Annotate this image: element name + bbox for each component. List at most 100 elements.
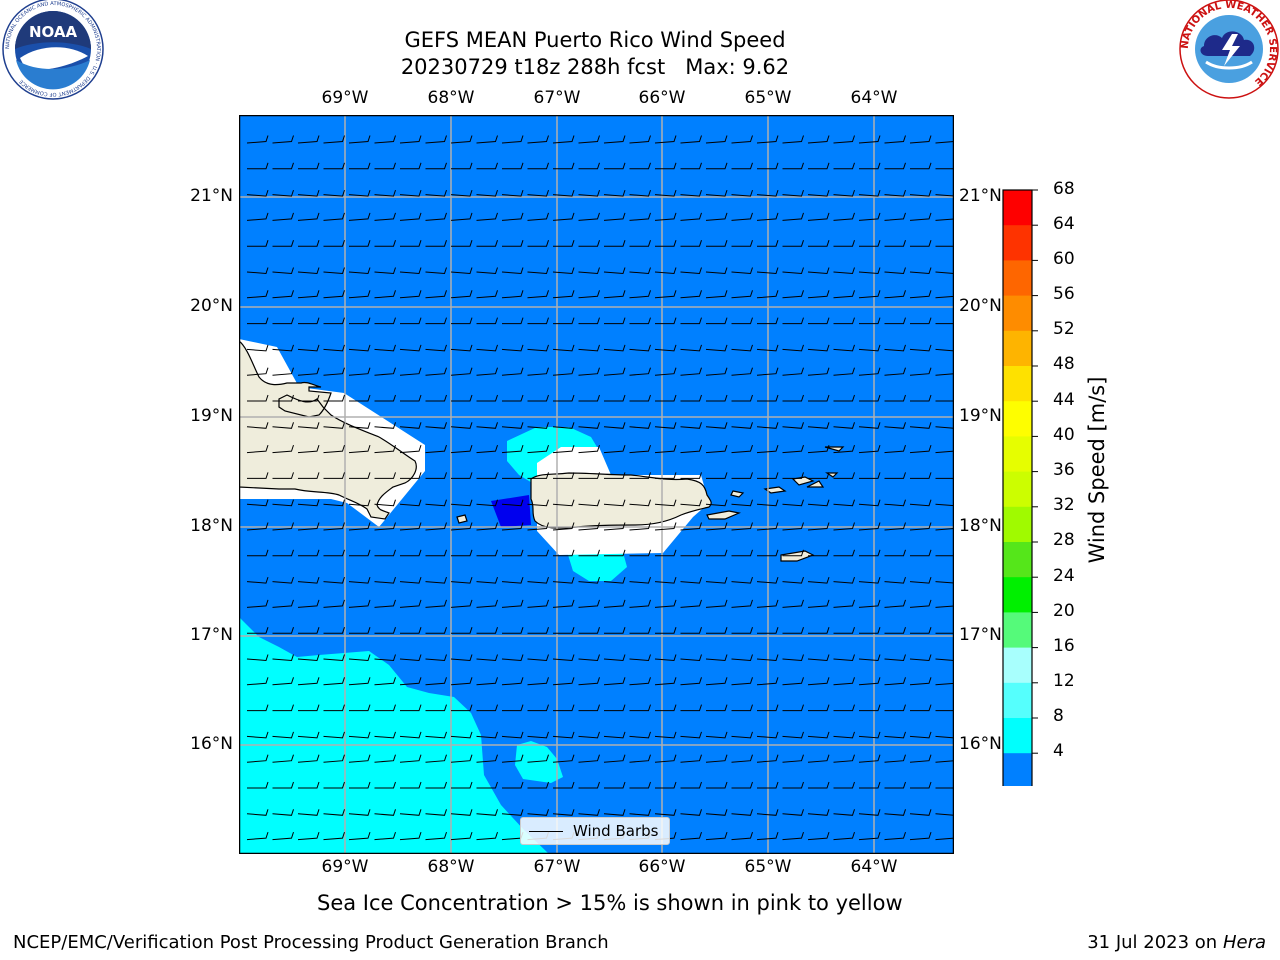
- wind-barb: [833, 627, 855, 634]
- wind-barb: [323, 677, 345, 686]
- wind-barb: [859, 317, 881, 325]
- wind-barb: [910, 240, 932, 247]
- wind-barb: [502, 394, 524, 402]
- wind-barb: [374, 290, 396, 299]
- wind-barb: [476, 212, 498, 221]
- wind-barb: [680, 344, 702, 352]
- wind-barb: [731, 422, 753, 429]
- wind-barb: [246, 212, 269, 221]
- wind-barb: [374, 781, 396, 789]
- wind-barb: [552, 576, 575, 584]
- wind-barb: [731, 367, 753, 376]
- wind-barb: [680, 472, 702, 479]
- wind-barb: [374, 754, 396, 763]
- wind-barb: [297, 599, 320, 608]
- wind-barb: [629, 317, 651, 325]
- wind-barb: [552, 444, 575, 454]
- wind-barb: [833, 394, 855, 402]
- wind-barb: [501, 367, 524, 376]
- wind-barb: [909, 809, 932, 816]
- lon-label-top: 69°W: [321, 88, 369, 108]
- wind-barb: [476, 731, 498, 739]
- colorbar-tick: 56: [1053, 284, 1075, 304]
- wind-barb: [782, 317, 804, 325]
- wind-barb: [552, 344, 575, 352]
- wind-barb: [374, 422, 396, 429]
- colorbar-segment: [1003, 682, 1032, 719]
- wind-barb: [858, 522, 881, 531]
- wind-barb: [323, 627, 345, 634]
- wind-barb: [807, 444, 830, 454]
- colorbar-tick: 28: [1053, 530, 1075, 550]
- wind-barb: [425, 189, 447, 197]
- wind-barb: [935, 682, 954, 686]
- wind-barb: [782, 422, 804, 429]
- wind-barb: [450, 212, 473, 221]
- wind-barb: [297, 522, 320, 531]
- wind-barb: [909, 367, 932, 376]
- wind-barb: [731, 654, 753, 662]
- wind-barb: [808, 704, 830, 712]
- wind-barb: [731, 831, 753, 841]
- wind-barb: [297, 444, 320, 454]
- wind-barb: [425, 135, 447, 144]
- wind-barb: [884, 781, 906, 789]
- wind-barb: [884, 731, 906, 739]
- wind-barb: [833, 831, 855, 841]
- wind-barb: [297, 344, 320, 352]
- wind-barb: [272, 394, 294, 402]
- wind-barb: [884, 472, 906, 479]
- wind-barb: [604, 394, 626, 402]
- wind-barb: [833, 809, 855, 816]
- wind-barb: [756, 267, 779, 275]
- wind-barb: [578, 576, 600, 584]
- wind-barb: [400, 781, 422, 789]
- wind-barb: [298, 627, 320, 634]
- wind-barb: [527, 704, 549, 712]
- wind-barb: [297, 831, 320, 841]
- wind-barb: [374, 444, 396, 454]
- wind-barb: [782, 189, 804, 197]
- wind-barb: [450, 522, 473, 531]
- colorbar-tick: 16: [1053, 636, 1075, 656]
- wind-barb: [654, 576, 677, 584]
- wind-barb: [884, 831, 906, 841]
- wind-barb: [272, 731, 294, 739]
- noaa-logo: NOAA NATIONAL OCEANIC AND ATMOSPHERIC AD…: [2, 0, 104, 100]
- wind-barb: [246, 135, 269, 144]
- wind-barb: [578, 394, 600, 402]
- lat-label-left: 17°N: [190, 625, 233, 645]
- wind-barb: [247, 394, 269, 402]
- wind-barb: [374, 212, 396, 221]
- wind-barb: [272, 422, 294, 429]
- wind-barb: [247, 472, 269, 479]
- wind-barb: [425, 344, 447, 352]
- wind-barb: [527, 344, 549, 352]
- wind-barb: [476, 290, 498, 299]
- wind-barb: [501, 290, 524, 299]
- map-frame: [239, 115, 954, 854]
- wind-barb: [349, 394, 371, 402]
- wind-barb: [323, 549, 345, 557]
- wind-barb: [450, 135, 473, 144]
- lat-label-left: 16°N: [190, 734, 233, 754]
- wind-barb: [323, 522, 345, 531]
- wind-barb: [909, 135, 932, 144]
- wind-barb: [399, 422, 422, 429]
- wind-barb: [859, 472, 881, 479]
- wind-barb: [425, 499, 447, 507]
- wind-barb: [527, 654, 549, 662]
- wind-barb: [935, 503, 954, 507]
- wind-barb: [297, 677, 320, 686]
- colorbar-tick: 60: [1053, 249, 1075, 269]
- wind-barb: [782, 367, 804, 376]
- wind-barb: [552, 212, 575, 221]
- barb-legend: Wind Barbs: [520, 817, 670, 845]
- wind-barb: [807, 422, 830, 429]
- wind-barb: [604, 781, 626, 789]
- wind-barb: [272, 135, 294, 144]
- wind-barb: [527, 267, 549, 275]
- wind-barb: [909, 212, 932, 221]
- wind-barb: [502, 162, 524, 170]
- wind-barb: [757, 240, 779, 247]
